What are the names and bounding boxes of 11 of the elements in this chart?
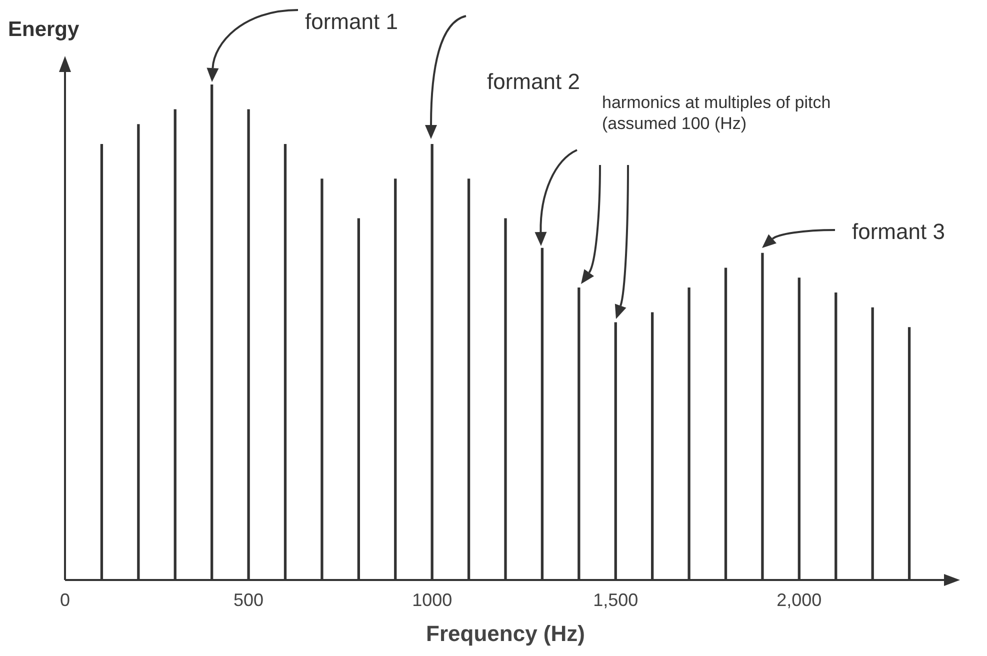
x-tick-label: 500 (234, 590, 264, 610)
annotation: formant 2 (487, 69, 580, 94)
x-tick-label: 1000 (412, 590, 452, 610)
x-axis-title: Frequency (Hz) (426, 620, 585, 646)
annotation: formant 3 (852, 218, 946, 246)
x-tick-label: 0 (60, 590, 70, 610)
y-axis-title: Energy (8, 18, 80, 41)
x-tick-label: 1,500 (593, 590, 638, 610)
annotation: harmonics at multiples of pitch (assumed 100 (Hz) (602, 92, 832, 134)
x-tick-label: 2,000 (776, 590, 822, 610)
text: formant 1 (305, 8, 399, 36)
